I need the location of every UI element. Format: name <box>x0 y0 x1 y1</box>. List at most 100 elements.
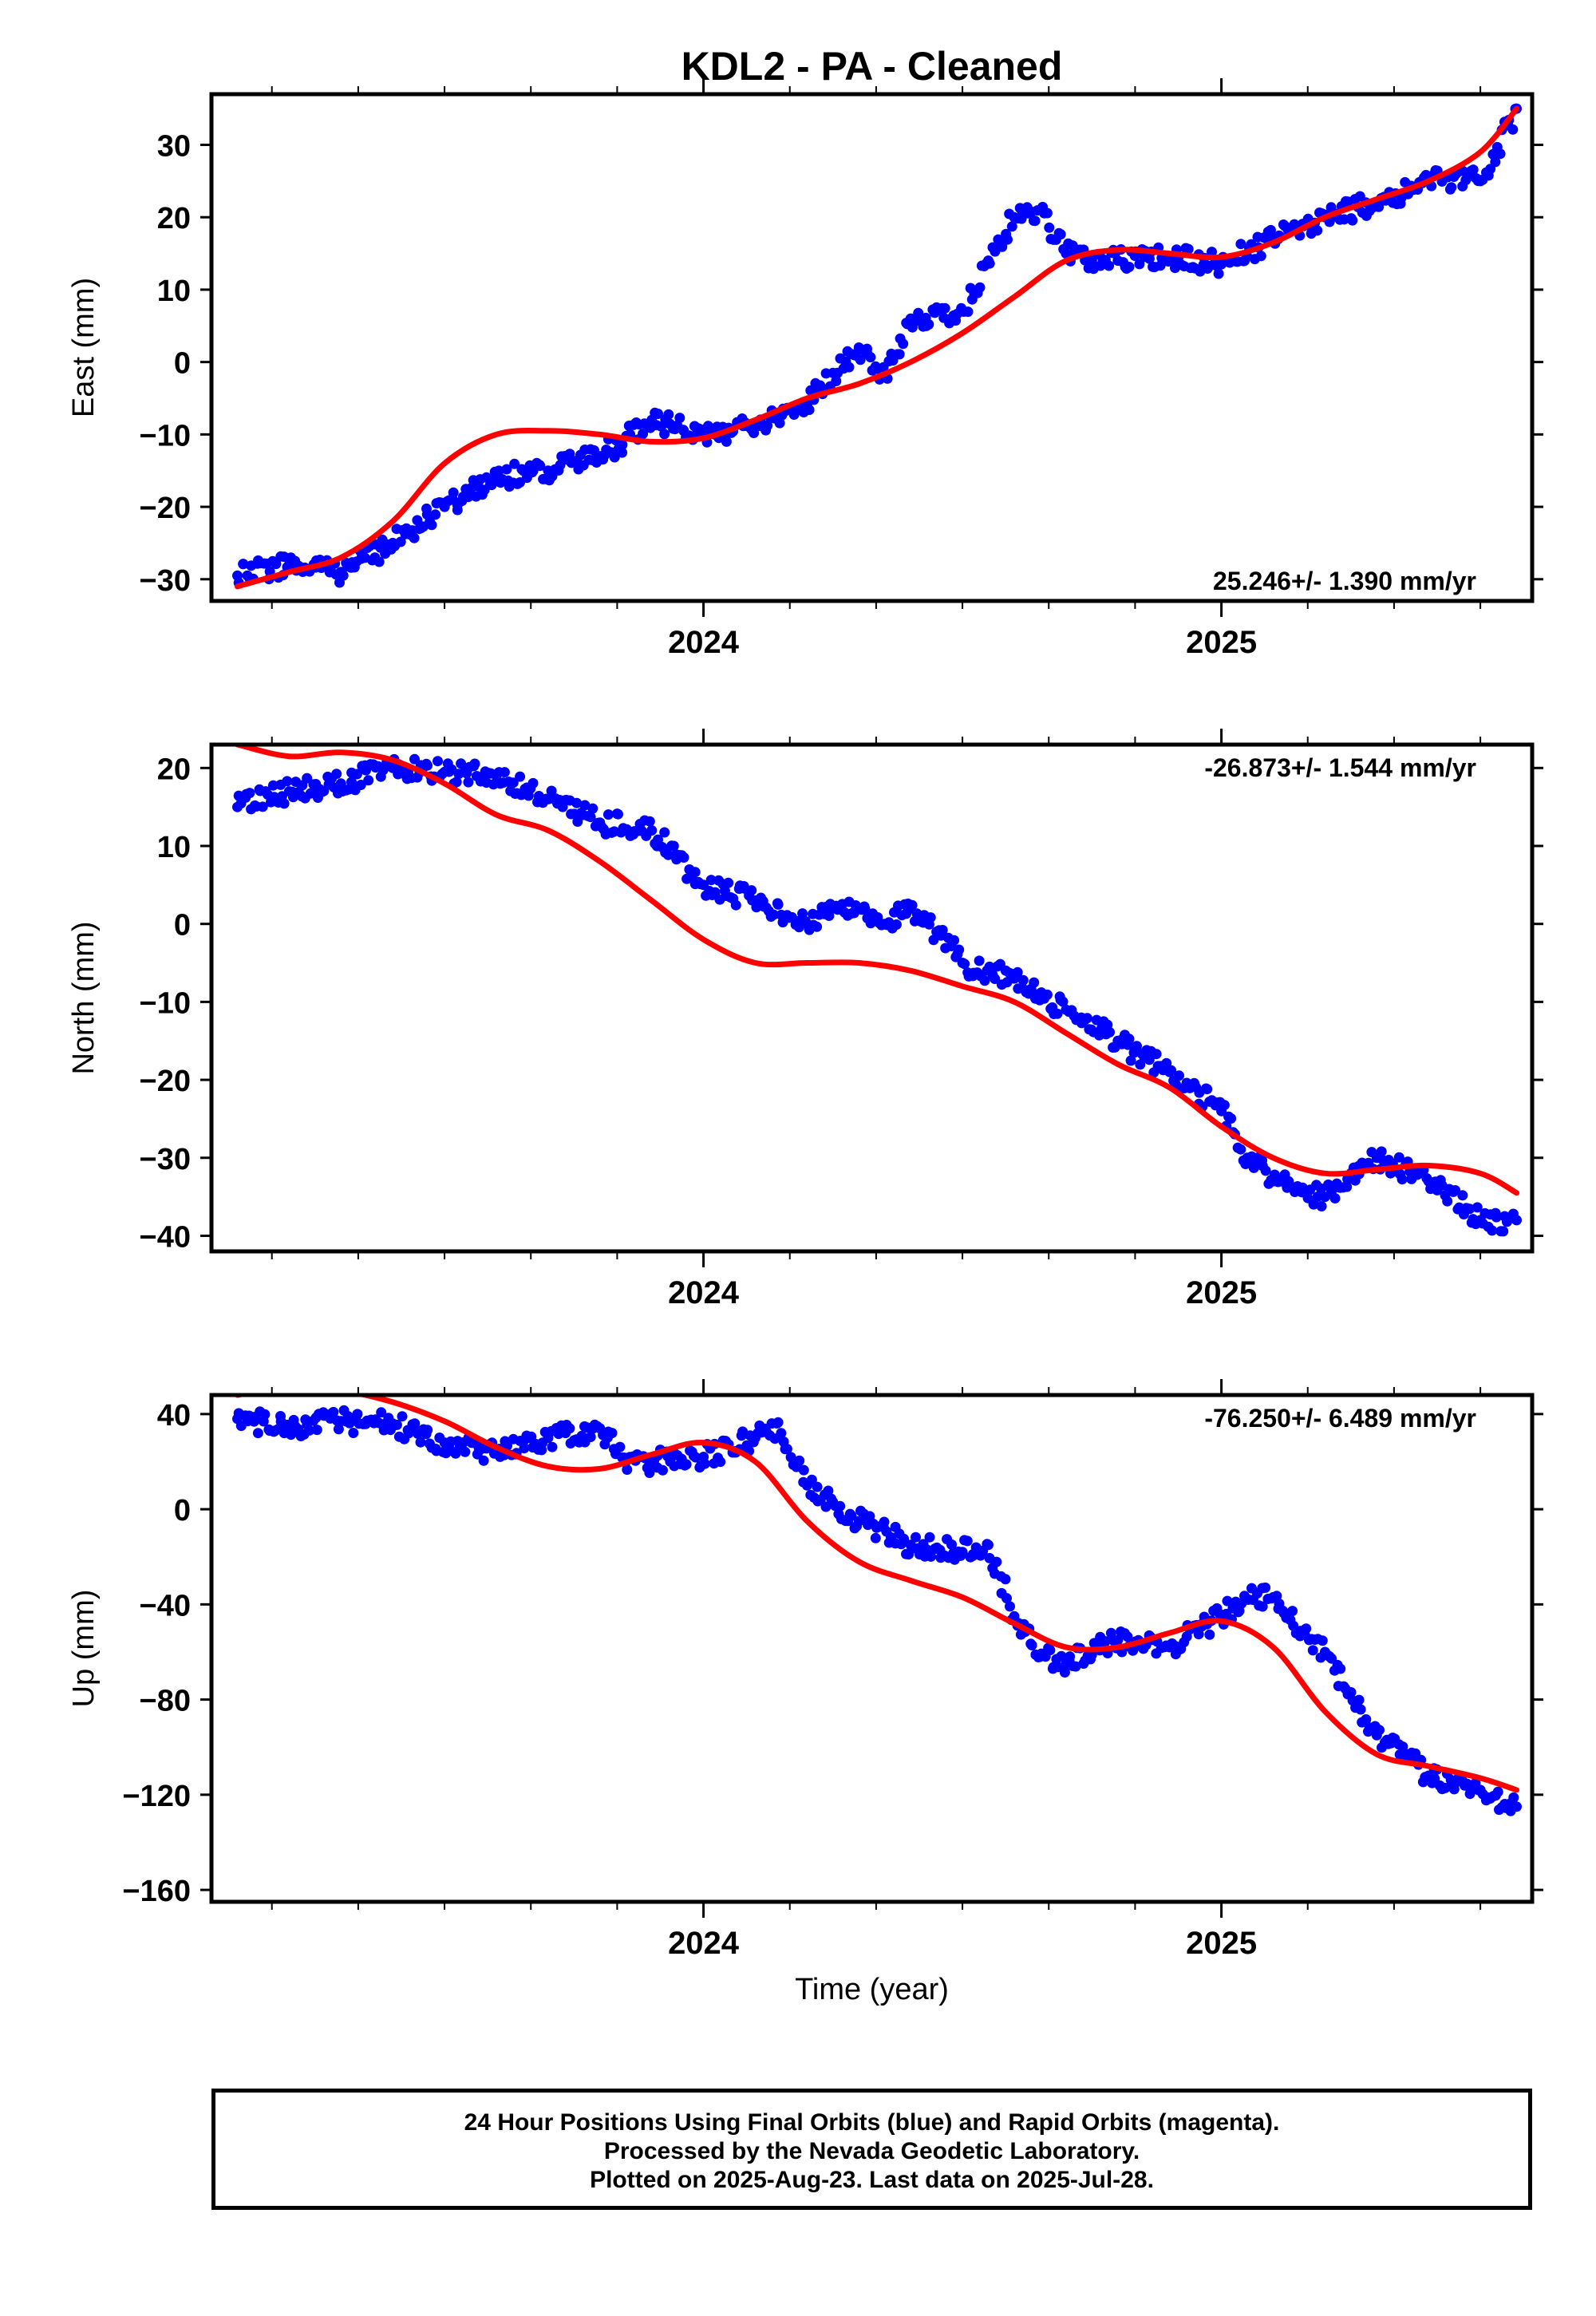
data-point <box>501 464 512 475</box>
data-point <box>1155 260 1166 271</box>
data-point <box>613 808 623 820</box>
data-point <box>1029 215 1041 227</box>
data-point <box>689 867 701 878</box>
data-point <box>715 1456 726 1468</box>
data-point <box>395 536 406 547</box>
data-point <box>668 840 679 852</box>
data-point <box>1287 1606 1298 1617</box>
data-point <box>859 903 871 915</box>
x-axis-label: Time (year) <box>795 1973 949 2006</box>
data-point <box>1373 201 1385 212</box>
data-point <box>891 919 902 930</box>
data-point <box>991 1556 1002 1567</box>
data-point <box>1312 1192 1323 1202</box>
data-point <box>1029 977 1040 988</box>
data-point <box>974 282 986 293</box>
data-point <box>587 803 598 814</box>
data-point <box>478 1455 489 1466</box>
data-point <box>1355 1704 1366 1715</box>
data-point <box>658 1464 668 1476</box>
data-point <box>1374 1725 1385 1736</box>
data-point <box>355 780 366 790</box>
data-point <box>705 875 717 886</box>
data-point <box>924 1531 935 1543</box>
data-point <box>843 362 855 373</box>
data-point <box>571 797 583 808</box>
data-point <box>984 258 995 269</box>
data-point <box>644 816 655 827</box>
data-point <box>363 775 374 786</box>
data-point <box>547 1441 558 1452</box>
data-point <box>797 908 808 919</box>
data-point <box>1100 1636 1111 1647</box>
data-point <box>508 777 519 788</box>
data-point <box>244 788 255 799</box>
data-point <box>1202 1084 1213 1095</box>
data-point <box>746 885 757 896</box>
y-axis-label: Up (mm) <box>67 1590 101 1708</box>
data-point <box>397 1411 408 1422</box>
data-point <box>585 812 596 823</box>
y-tick-label: −30 <box>140 564 191 598</box>
data-point <box>331 769 342 780</box>
panel-3: −160 −120 −80 −40 0 40 2024 2025 Up (mm) Time (ye… <box>67 1379 1543 2006</box>
data-point <box>403 1428 414 1439</box>
data-point <box>493 465 504 476</box>
data-point <box>1396 1174 1408 1185</box>
data-point <box>678 852 689 863</box>
data-point <box>1393 1152 1404 1163</box>
data-point <box>1112 1634 1124 1646</box>
data-point <box>1507 124 1519 135</box>
data-point <box>721 436 732 447</box>
data-point <box>460 1446 471 1457</box>
x-tick-label: 2025 <box>1186 1275 1257 1310</box>
data-point <box>1134 259 1145 270</box>
data-point <box>1012 966 1023 978</box>
data-point <box>422 760 433 771</box>
y-tick-label: 20 <box>157 202 191 235</box>
y-tick-label: 20 <box>157 753 191 786</box>
rate-label: 25.246+/- 1.390 mm/yr <box>1213 567 1476 595</box>
data-point <box>1070 1661 1081 1672</box>
data-point <box>1317 1635 1328 1646</box>
data-point <box>1308 1199 1319 1210</box>
data-point <box>954 944 965 955</box>
data-point <box>699 1458 710 1469</box>
data-point <box>376 1407 387 1418</box>
x-tick-label: 2024 <box>668 1275 740 1310</box>
data-point <box>328 1406 339 1417</box>
y-tick-label: 10 <box>157 831 191 864</box>
data-point <box>1207 247 1217 258</box>
data-point <box>1001 1593 1012 1604</box>
data-point <box>1307 1645 1318 1656</box>
data-point <box>614 1441 626 1452</box>
y-tick-label: −120 <box>122 1780 191 1813</box>
data-point <box>812 1481 823 1492</box>
data-point <box>781 1444 792 1455</box>
data-point <box>1151 1049 1162 1060</box>
data-point <box>855 354 866 366</box>
data-point <box>1345 1687 1357 1697</box>
data-point <box>768 909 779 920</box>
data-point <box>772 899 784 910</box>
data-point <box>238 559 249 570</box>
y-tick-label: 0 <box>174 1494 191 1528</box>
footer-line-2: Processed by the Nevada Geodetic Laborat… <box>603 2138 1140 2164</box>
data-point <box>879 1516 890 1528</box>
data-point <box>1144 1054 1155 1065</box>
y-tick-label: 0 <box>174 909 191 943</box>
x-tick-label: 2024 <box>668 1926 740 1961</box>
data-point <box>1326 1653 1337 1664</box>
data-point <box>606 1428 618 1439</box>
data-point <box>997 241 1008 252</box>
data-point <box>1248 1162 1259 1173</box>
panel-frame <box>209 742 1535 1254</box>
data-point <box>499 767 510 778</box>
data-point <box>1464 1203 1476 1215</box>
data-point <box>1044 222 1055 233</box>
data-point <box>433 756 443 767</box>
data-point <box>681 1459 692 1470</box>
data-point <box>946 1539 957 1550</box>
data-point <box>907 899 918 911</box>
